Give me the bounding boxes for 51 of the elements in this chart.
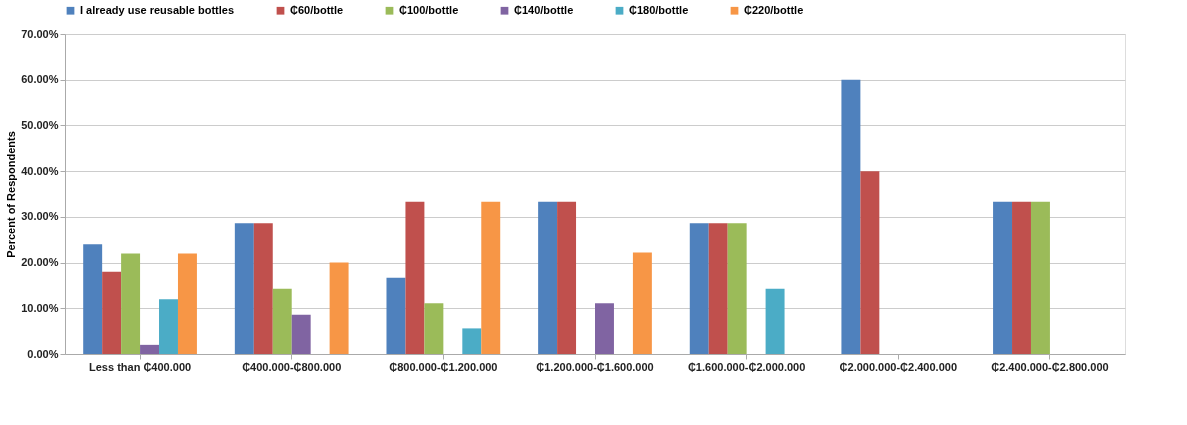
x-tick-label: ₵1.600.000-₵2.000.000 — [687, 360, 806, 373]
bar — [689, 223, 709, 354]
bar — [993, 201, 1013, 354]
legend-label: ₵60/bottle — [290, 3, 344, 16]
bar — [102, 271, 122, 354]
bar — [1030, 201, 1050, 354]
y-tick-label: 60.00% — [21, 73, 59, 86]
legend-label: ₵180/bottle — [629, 3, 689, 16]
y-tick-label: 70.00% — [21, 27, 59, 40]
y-tick-label: 30.00% — [21, 210, 59, 223]
y-tick-label: 10.00% — [21, 301, 59, 314]
bar — [481, 201, 501, 354]
bar — [291, 314, 311, 354]
legend-label: ₵100/bottle — [399, 3, 459, 16]
y-tick-label: 0.00% — [27, 347, 59, 360]
bar — [140, 344, 160, 354]
bar — [595, 303, 614, 354]
bar — [177, 253, 197, 354]
x-tick-label: ₵400.000-₵800.000 — [242, 360, 342, 373]
x-tick-label: Less than ₵400.000 — [89, 360, 192, 373]
y-axis-title: Percent of Respondents — [5, 131, 18, 258]
x-tick-label: ₵2.400.000-₵2.800.000 — [991, 360, 1109, 373]
legend-label: ₵140/bottle — [514, 3, 574, 16]
x-tick-label: ₵2.000.000-₵2.400.000 — [839, 360, 958, 373]
x-tick-label: ₵1.200.000-₵1.600.000 — [536, 360, 654, 373]
bar — [253, 223, 273, 354]
y-tick-label: 20.00% — [21, 256, 59, 269]
bar — [424, 303, 444, 354]
bar — [708, 223, 728, 354]
bar — [841, 79, 861, 354]
bar — [272, 288, 292, 354]
y-tick-label: 40.00% — [21, 164, 59, 177]
bar — [83, 244, 103, 354]
bar — [234, 223, 254, 354]
bar — [329, 262, 349, 354]
bar — [159, 299, 178, 354]
bar — [860, 171, 880, 354]
bar — [121, 253, 141, 354]
bar — [462, 328, 482, 354]
bar — [386, 277, 406, 354]
bar — [765, 288, 785, 354]
bar — [538, 201, 558, 354]
bar — [1012, 201, 1031, 354]
legend-label: ₵220/bottle — [744, 3, 804, 16]
legend-label: I already use reusable bottles — [80, 3, 235, 16]
bar — [632, 252, 652, 354]
bar — [557, 201, 577, 354]
bar — [727, 223, 747, 354]
bar — [405, 201, 425, 354]
x-tick-label: ₵800.000-₵1.200.000 — [389, 360, 498, 373]
y-tick-label: 50.00% — [21, 118, 59, 131]
